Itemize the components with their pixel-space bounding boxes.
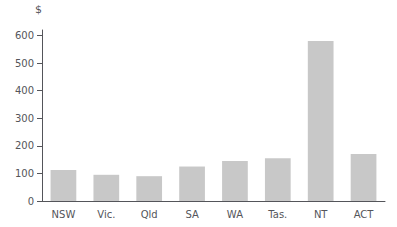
svg-text:SA: SA bbox=[185, 209, 199, 220]
svg-text:600: 600 bbox=[15, 30, 34, 41]
svg-text:200: 200 bbox=[15, 140, 34, 151]
svg-text:NSW: NSW bbox=[52, 209, 76, 220]
svg-text:0: 0 bbox=[28, 196, 34, 207]
svg-text:300: 300 bbox=[15, 113, 34, 124]
svg-text:Tas.: Tas. bbox=[267, 209, 287, 220]
svg-text:Vic.: Vic. bbox=[97, 209, 115, 220]
svg-text:WA: WA bbox=[227, 209, 243, 220]
svg-text:100: 100 bbox=[15, 168, 34, 179]
svg-text:$: $ bbox=[35, 3, 42, 16]
svg-text:400: 400 bbox=[15, 85, 34, 96]
svg-text:ACT: ACT bbox=[354, 209, 375, 220]
svg-text:500: 500 bbox=[15, 58, 34, 69]
svg-text:NT: NT bbox=[314, 209, 328, 220]
svg-text:Qld: Qld bbox=[141, 209, 158, 220]
